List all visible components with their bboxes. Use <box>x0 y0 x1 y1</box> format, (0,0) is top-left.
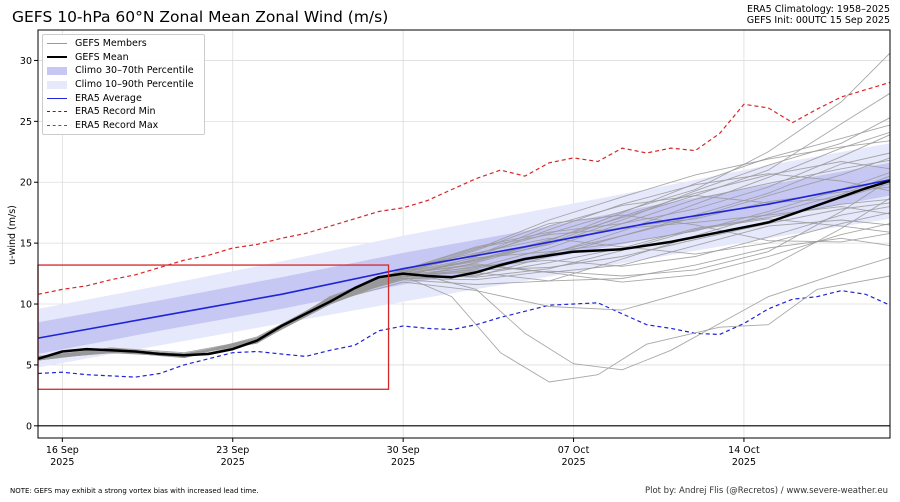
legend-swatch <box>47 66 67 75</box>
legend: GEFS Members GEFS Mean Climo 30–70th Perce… <box>42 34 205 136</box>
x-tick-label: 30 Sep <box>387 445 420 456</box>
legend-entry: Climo 30–70th Percentile <box>47 64 200 78</box>
climatology-label: ERA5 Climatology: 1958–2025 <box>746 4 890 15</box>
era5-average-line <box>37 179 891 339</box>
legend-swatch <box>47 97 67 99</box>
y-axis-label: u-wind (m/s) <box>7 205 18 265</box>
y-tick-label: 5 <box>26 360 32 371</box>
legend-entry: ERA5 Average <box>47 91 200 105</box>
legend-entry: GEFS Mean <box>47 51 200 65</box>
gefs-member-line <box>37 134 891 359</box>
footnote: NOTE: GEFS may exhibit a strong vortex b… <box>10 487 259 495</box>
y-tick-label: 15 <box>20 239 32 250</box>
gefs-mean-line <box>37 179 891 360</box>
gefs-member-line <box>37 197 891 357</box>
y-tick-label: 20 <box>20 178 32 189</box>
era5-record-min-line <box>37 289 891 378</box>
legend-label: Climo 10–90th Percentile <box>75 79 194 91</box>
legend-swatch <box>47 56 67 59</box>
x-tick-label: 07 Oct <box>558 445 590 456</box>
legend-label: ERA5 Record Min <box>75 106 156 118</box>
chart-title: GEFS 10-hPa 60°N Zonal Mean Zonal Wind (… <box>12 8 389 26</box>
era5-record-max-line <box>37 81 891 295</box>
legend-entry: Climo 10–90th Percentile <box>47 78 200 92</box>
y-tick-label: 0 <box>26 421 32 432</box>
x-tick-label: 14 Oct <box>728 445 760 456</box>
legend-label: ERA5 Average <box>75 92 142 104</box>
x-tick-year: 2025 <box>391 457 415 468</box>
legend-entry: ERA5 Record Min <box>47 105 200 119</box>
plot-frame <box>37 29 891 439</box>
x-tick-label: 23 Sep <box>216 445 249 456</box>
credit: Plot by: Andrej Flis (@Recretos) / www.s… <box>644 486 888 496</box>
x-tick-year: 2025 <box>50 457 74 468</box>
legend-swatch <box>47 124 67 126</box>
legend-label: ERA5 Record Max <box>75 119 159 131</box>
legend-label: Climo 30–70th Percentile <box>75 65 194 77</box>
x-tick-label: 16 Sep <box>46 445 79 456</box>
legend-entry: ERA5 Record Max <box>47 119 200 133</box>
x-tick-year: 2025 <box>732 457 756 468</box>
legend-label: GEFS Mean <box>75 51 129 63</box>
y-tick-label: 25 <box>20 117 32 128</box>
legend-swatch <box>47 111 67 113</box>
main-lines <box>37 179 891 360</box>
record-lines <box>37 81 891 378</box>
y-tick-label: 30 <box>20 56 32 67</box>
legend-entry: GEFS Members <box>47 37 200 51</box>
chart-meta: ERA5 Climatology: 1958–2025 GEFS Init: 0… <box>747 4 890 26</box>
legend-swatch <box>47 43 67 45</box>
legend-swatch <box>47 80 67 89</box>
init-label: GEFS Init: 00UTC 15 Sep 2025 <box>746 15 890 26</box>
x-tick-year: 2025 <box>561 457 585 468</box>
y-tick-label: 10 <box>20 300 32 311</box>
legend-label: GEFS Members <box>75 38 147 50</box>
x-tick-year: 2025 <box>221 457 245 468</box>
